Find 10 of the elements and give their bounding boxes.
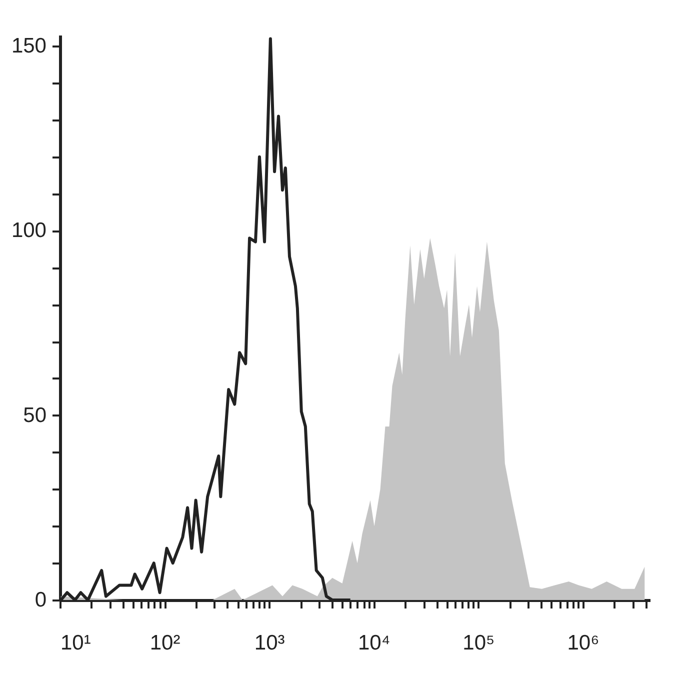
x-tick-label: 10³ [254,632,285,654]
y-tick-label: 0 [34,588,46,612]
x-tick-label: 10² [150,632,180,654]
x-tick-label: 10¹ [60,632,91,654]
x-tick-label: 10⁶ [567,632,600,654]
x-tick-label: 10⁵ [462,632,495,654]
y-tick-label: 100 [11,219,46,242]
y-tick-label: 150 [11,34,46,58]
y-tick-label: 50 [23,404,46,427]
x-tick-label: 10⁴ [358,632,390,654]
